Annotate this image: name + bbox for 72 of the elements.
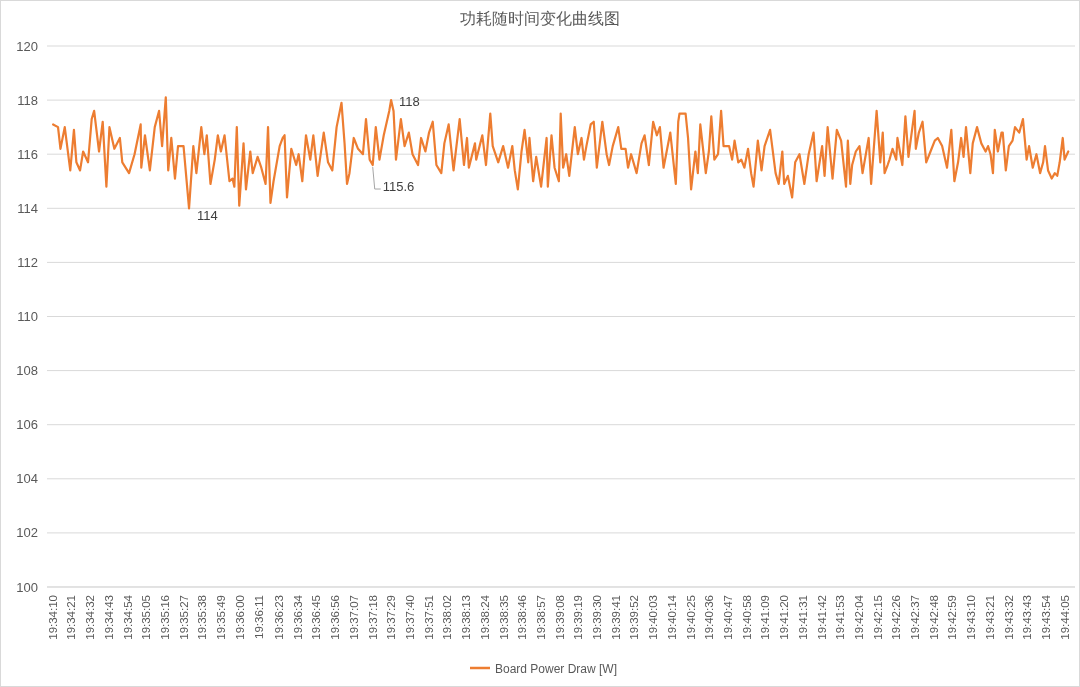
x-tick-label: 19:39:08: [553, 595, 566, 640]
x-tick-label: 19:37:18: [366, 595, 379, 640]
x-tick-label: 19:41:31: [796, 595, 809, 640]
y-tick-label: 102: [16, 525, 38, 541]
x-tick-label: 19:37:29: [385, 595, 398, 640]
x-tick-label: 19:39:41: [609, 595, 622, 640]
x-tick-label: 19:41:53: [834, 595, 847, 640]
x-tick-label: 19:42:37: [909, 595, 922, 640]
x-tick-label: 19:35:27: [177, 595, 190, 640]
x-tick-label: 19:42:59: [946, 595, 959, 640]
x-tick-label: 19:41:09: [759, 595, 772, 640]
x-tick-label: 19:35:05: [140, 595, 153, 640]
x-tick-label: 19:40:14: [665, 594, 678, 640]
x-tick-label: 19:37:07: [347, 595, 360, 640]
y-tick-label: 120: [16, 38, 38, 54]
x-tick-label: 19:34:32: [84, 595, 97, 640]
x-tick-label: 19:36:23: [272, 595, 285, 640]
x-tick-label: 19:40:25: [684, 595, 697, 640]
y-tick-label: 112: [17, 254, 38, 270]
x-tick-label: 19:42:48: [927, 595, 940, 640]
annotation: 115.6: [382, 179, 415, 195]
x-tick-label: 19:38:46: [516, 595, 529, 640]
x-tick-label: 19:34:10: [46, 595, 59, 640]
y-tick-label: 106: [16, 417, 38, 433]
x-tick-label: 19:42:04: [852, 594, 865, 640]
legend: Board Power Draw [W]: [470, 661, 618, 676]
x-tick-label: 19:43:21: [983, 595, 996, 640]
x-tick-label: 19:34:21: [65, 595, 78, 640]
x-tick-label: 19:38:02: [441, 595, 454, 640]
x-tick-label: 19:38:35: [497, 595, 510, 640]
x-tick-label: 19:42:15: [871, 595, 884, 640]
x-tick-label: 19:36:56: [329, 595, 342, 640]
x-tick-label: 19:38:24: [478, 594, 491, 640]
y-tick-label: 100: [16, 579, 38, 595]
x-tick-label: 19:38:57: [534, 595, 547, 640]
legend-label: Board Power Draw [W]: [495, 661, 618, 676]
x-tick-label: 19:43:43: [1021, 595, 1034, 640]
x-tick-label: 19:41:42: [815, 595, 828, 640]
x-tick-label: 19:38:13: [460, 595, 473, 640]
x-tick-label: 19:35:49: [215, 595, 228, 640]
x-tick-label: 19:43:10: [965, 595, 978, 640]
y-tick-label: 104: [16, 471, 38, 487]
y-tick-label: 108: [16, 363, 38, 379]
x-tick-label: 19:43:32: [1002, 595, 1015, 640]
y-tick-label: 114: [17, 200, 38, 216]
x-tick-label: 19:36:11: [252, 595, 265, 639]
x-tick-label: 19:40:58: [740, 595, 753, 640]
y-tick-label: 118: [17, 92, 38, 108]
x-tick-label: 19:41:20: [778, 595, 791, 640]
x-tick-label: 19:42:26: [890, 595, 903, 640]
y-tick-label: 116: [17, 146, 38, 162]
x-tick-label: 19:39:30: [591, 595, 603, 640]
x-tick-label: 19:34:43: [102, 595, 115, 640]
x-tick-label: 19:40:36: [703, 595, 716, 640]
x-tick-label: 19:43:54: [1040, 594, 1053, 640]
x-tick-label: 19:35:38: [196, 595, 209, 640]
x-tick-label: 19:40:47: [721, 595, 734, 640]
x-tick-label: 19:39:19: [572, 595, 585, 640]
x-tick-label: 19:40:03: [647, 595, 660, 640]
x-tick-label: 19:36:34: [291, 594, 304, 640]
x-tick-label: 19:44:05: [1058, 595, 1071, 640]
x-tick-label: 19:39:52: [628, 595, 641, 640]
y-tick-label: 110: [17, 309, 38, 324]
x-tick-label: 19:34:54: [121, 594, 134, 640]
x-tick-label: 19:37:40: [403, 595, 416, 640]
x-tick-label: 19:37:51: [422, 595, 435, 640]
x-tick-label: 19:35:16: [159, 595, 172, 640]
annotation: 114: [197, 208, 218, 224]
annotation: 118: [399, 94, 420, 110]
x-tick-label: 19:36:45: [310, 595, 323, 640]
x-tick-label: 19:36:00: [233, 595, 246, 640]
chart-title: 功耗随时间变化曲线图: [460, 10, 620, 27]
